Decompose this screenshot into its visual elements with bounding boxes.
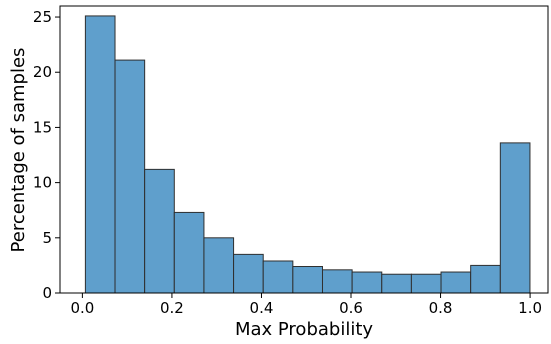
histogram-bar-13 (440, 271, 472, 294)
histogram-bar-8 (292, 266, 323, 294)
y-tick-label: 0 (42, 284, 52, 302)
histogram-bar-5 (203, 237, 235, 294)
x-tick-label: 0.4 (250, 299, 274, 317)
x-axis-ticks: 0.0 0.2 0.4 0.6 0.8 1.0 (70, 293, 542, 317)
histogram-bar-7 (262, 260, 294, 294)
y-axis-ticks: 0 5 10 15 20 25 (33, 8, 60, 302)
histogram-bar-14 (470, 264, 501, 294)
y-tick-label: 20 (33, 63, 52, 81)
histogram-bar-6 (233, 253, 264, 294)
y-axis-label: Percentage of samples (8, 48, 29, 253)
x-tick-label: 0.8 (429, 299, 453, 317)
x-tick-label: 1.0 (518, 299, 542, 317)
y-tick-label: 5 (42, 229, 52, 247)
bars-group (84, 15, 531, 294)
x-tick-label: 0.2 (160, 299, 184, 317)
x-tick-label: 0.0 (70, 299, 94, 317)
y-tick-label: 10 (33, 174, 52, 192)
histogram-bar-1 (84, 15, 116, 294)
histogram-bar-15 (499, 142, 531, 294)
x-tick-label: 0.6 (339, 299, 363, 317)
x-axis-label: Max Probability (235, 319, 373, 340)
plot-area-frame (59, 5, 549, 294)
histogram-bar-2 (114, 59, 146, 294)
histogram-bar-11 (381, 273, 412, 294)
histogram-bar-9 (321, 269, 353, 294)
histogram-bar-10 (351, 271, 383, 294)
y-tick-label: 25 (33, 8, 52, 26)
histogram-bar-12 (410, 273, 442, 294)
histogram-bar-3 (144, 168, 175, 294)
histogram-bar-4 (173, 211, 205, 294)
y-tick-label: 15 (33, 118, 52, 136)
